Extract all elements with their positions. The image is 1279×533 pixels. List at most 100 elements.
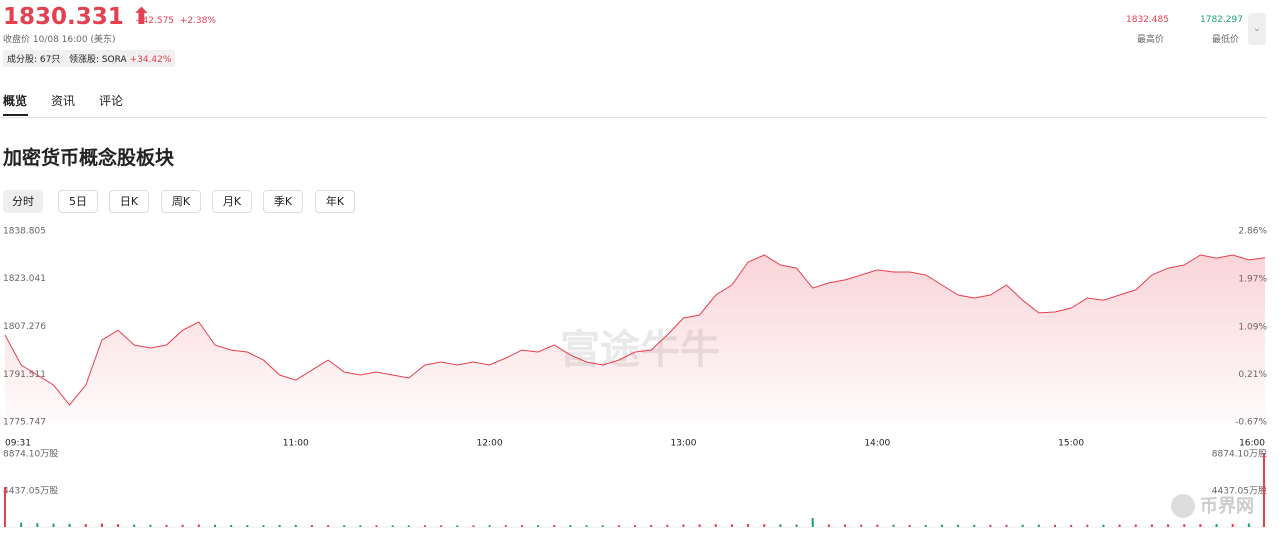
volume-bar bbox=[246, 525, 249, 527]
period-button[interactable]: 日K bbox=[109, 190, 149, 213]
volume-bar bbox=[1134, 524, 1137, 527]
change-pct: +2.38% bbox=[179, 16, 216, 26]
low: 1782.297 bbox=[1200, 15, 1243, 25]
volume-bar bbox=[1263, 453, 1265, 527]
volume-bar bbox=[149, 524, 152, 527]
y-tick-label: 8874.10万股 bbox=[3, 449, 58, 460]
corner-logo: 币界网 bbox=[1200, 496, 1254, 517]
volume-bar bbox=[634, 525, 636, 527]
volume-bar bbox=[1021, 524, 1024, 527]
volume-bar bbox=[504, 525, 507, 527]
volume-bar bbox=[585, 525, 588, 527]
period-button[interactable]: 5日 bbox=[58, 190, 98, 213]
constituents: 成分股: 67只 bbox=[7, 55, 61, 65]
volume-bar bbox=[537, 525, 540, 527]
volume-bar bbox=[488, 525, 491, 527]
period-button[interactable]: 月K bbox=[212, 190, 252, 213]
volume-bar bbox=[989, 524, 992, 527]
price-area bbox=[5, 255, 1265, 423]
price-value: 1830.331 bbox=[3, 4, 124, 30]
volume-bar bbox=[1150, 524, 1153, 527]
x-tick-label: 14:00 bbox=[864, 439, 890, 449]
volume-bar bbox=[763, 524, 766, 527]
volume-bar bbox=[876, 524, 879, 527]
volume-bar bbox=[1037, 524, 1040, 527]
y-tick-label: 1823.041 bbox=[3, 274, 46, 284]
volume-bar bbox=[553, 524, 556, 527]
volume-bar bbox=[375, 525, 378, 527]
volume-bar bbox=[4, 486, 6, 527]
high-label: 最高价 bbox=[1137, 35, 1165, 45]
volume-bar bbox=[1183, 524, 1186, 527]
section-title: 加密货币概念股板块 bbox=[3, 147, 175, 169]
y-tick-label: 4437.05万股 bbox=[3, 486, 58, 497]
volume-bar bbox=[20, 522, 23, 527]
x-tick-label: 15:00 bbox=[1058, 439, 1084, 449]
volume-bar bbox=[698, 524, 701, 527]
volume-bar bbox=[844, 524, 846, 527]
volume-bar bbox=[1005, 524, 1008, 527]
x-tick-label: 11:00 bbox=[283, 439, 309, 449]
volume-bar bbox=[117, 524, 120, 527]
volume-bar bbox=[811, 517, 814, 527]
collapse-button[interactable]: ⌄ bbox=[1248, 13, 1266, 45]
period-button[interactable]: 周K bbox=[161, 190, 201, 213]
volume-bar bbox=[973, 524, 976, 527]
change-value: +42.575 bbox=[135, 16, 175, 26]
change: +42.575 +2.38% bbox=[135, 16, 216, 26]
volume-bar bbox=[230, 524, 233, 527]
volume-bar bbox=[359, 525, 362, 527]
volume-bar bbox=[133, 524, 136, 527]
volume-bar bbox=[1070, 524, 1073, 527]
period-button[interactable]: 分时 bbox=[3, 190, 43, 213]
volume-bar bbox=[617, 525, 620, 527]
volume-bar bbox=[1199, 524, 1202, 527]
volume-bar bbox=[714, 524, 717, 527]
volume-bar bbox=[100, 523, 103, 527]
x-tick-label: 09:31 bbox=[5, 439, 31, 449]
divider bbox=[0, 117, 1267, 118]
volume-bar bbox=[181, 524, 184, 527]
volume-bar bbox=[391, 525, 394, 527]
price-line bbox=[4, 254, 1266, 406]
price: 1830.331 ⬆ bbox=[3, 4, 152, 30]
tab[interactable]: 评论 bbox=[99, 94, 124, 108]
volume-bar bbox=[601, 525, 604, 527]
volume-bar bbox=[892, 524, 895, 527]
volume-bar bbox=[68, 523, 71, 527]
volume-bar bbox=[682, 524, 685, 527]
period-button[interactable]: 季K bbox=[263, 190, 303, 213]
volume-bar bbox=[84, 523, 87, 527]
volume-bar bbox=[472, 525, 475, 527]
volume-bar bbox=[1247, 523, 1250, 527]
volume-bar bbox=[52, 523, 55, 527]
y-tick-label: 1838.805 bbox=[3, 227, 46, 237]
volume-bar bbox=[908, 524, 911, 527]
x-tick-label: 12:00 bbox=[477, 439, 503, 449]
y-tick-label: 8874.10万股 bbox=[1212, 449, 1267, 460]
x-tick-label: 16:00 bbox=[1239, 439, 1265, 449]
leader-change: +34.42% bbox=[129, 55, 172, 65]
logo-icon bbox=[1171, 494, 1195, 518]
volume-bar bbox=[197, 524, 200, 527]
volume-bar bbox=[747, 523, 750, 527]
volume-bar bbox=[1118, 524, 1121, 527]
volume-bar bbox=[36, 523, 39, 527]
volume-bar bbox=[1086, 524, 1089, 527]
tab[interactable]: 概览 bbox=[3, 94, 28, 108]
tab[interactable]: 资讯 bbox=[51, 94, 76, 108]
volume-bar bbox=[214, 524, 216, 527]
volume-bar bbox=[310, 524, 313, 527]
close-time: 收盘价 10/08 16:00 (美东) bbox=[3, 35, 116, 45]
y2-tick-label: 2.86% bbox=[1238, 227, 1267, 237]
period-button[interactable]: 年K bbox=[315, 190, 355, 213]
volume-bar bbox=[650, 524, 653, 527]
volume-bar bbox=[343, 525, 346, 527]
x-tick-label: 13:00 bbox=[670, 439, 696, 449]
y-tick-label: 4437.05万股 bbox=[1212, 486, 1267, 497]
low-label: 最低价 bbox=[1212, 35, 1240, 45]
volume-bar bbox=[278, 524, 281, 527]
volume-bar bbox=[924, 524, 927, 527]
volume-bar bbox=[795, 524, 798, 527]
